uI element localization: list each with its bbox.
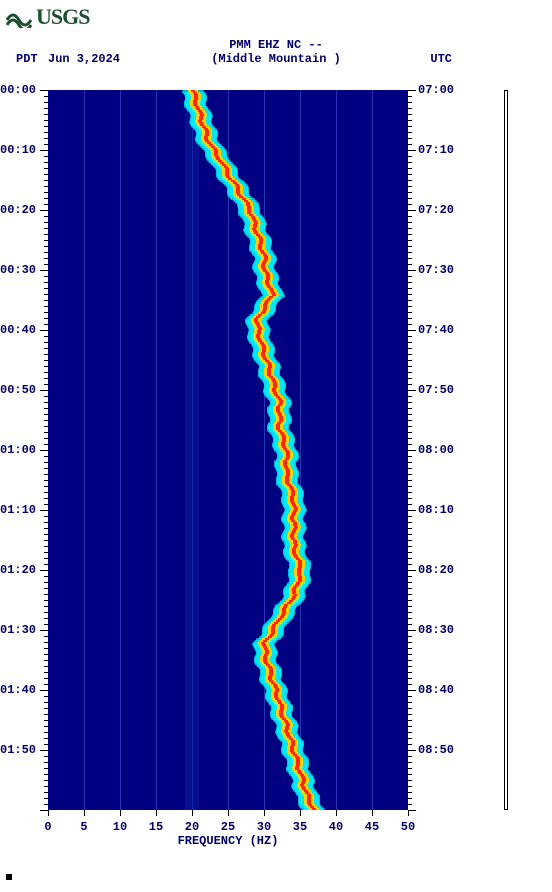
faint-band <box>185 90 199 810</box>
freq-tick-label: 35 <box>293 820 307 834</box>
left-time-axis: 00:0000:1000:2000:3000:4000:5001:0001:10… <box>0 90 48 810</box>
right-time-axis: 07:0007:1007:2007:3007:4007:5008:0008:10… <box>408 90 468 810</box>
left-time-tick-label: 00:30 <box>0 263 36 277</box>
right-time-tick-label: 07:20 <box>418 203 454 217</box>
usgs-logo: USGS <box>6 4 89 30</box>
freq-tick-label: 50 <box>401 820 415 834</box>
left-time-tick-label: 00:20 <box>0 203 36 217</box>
freq-tick-label: 10 <box>113 820 127 834</box>
right-time-tick-label: 08:30 <box>418 623 454 637</box>
left-time-tick-label: 01:00 <box>0 443 36 457</box>
right-time-tick-label: 08:10 <box>418 503 454 517</box>
left-time-tick-label: 01:50 <box>0 743 36 757</box>
freq-tick-label: 40 <box>329 820 343 834</box>
right-time-tick-label: 07:10 <box>418 143 454 157</box>
freq-tick-label: 5 <box>80 820 87 834</box>
freq-tick-label: 0 <box>44 820 51 834</box>
right-time-tick-label: 08:50 <box>418 743 454 757</box>
freq-tick-label: 20 <box>185 820 199 834</box>
freq-tick-label: 15 <box>149 820 163 834</box>
corner-marker <box>6 874 12 880</box>
left-time-tick-label: 00:40 <box>0 323 36 337</box>
right-time-tick-label: 07:30 <box>418 263 454 277</box>
right-time-tick-label: 07:50 <box>418 383 454 397</box>
freq-tick-label: 30 <box>257 820 271 834</box>
left-time-tick-label: 01:40 <box>0 683 36 697</box>
utc-label: UTC <box>430 52 452 66</box>
left-time-tick-label: 01:10 <box>0 503 36 517</box>
right-time-tick-label: 07:40 <box>418 323 454 337</box>
station-title: PMM EHZ NC -- <box>0 38 552 52</box>
left-time-tick-label: 00:10 <box>0 143 36 157</box>
right-time-tick-label: 08:40 <box>418 683 454 697</box>
left-time-tick-label: 00:00 <box>0 83 36 97</box>
left-time-tick-label: 01:20 <box>0 563 36 577</box>
left-time-tick-label: 01:30 <box>0 623 36 637</box>
station-name: (Middle Mountain ) <box>0 52 552 66</box>
usgs-wave-icon <box>6 6 32 28</box>
colorbar-frame <box>504 90 508 810</box>
spectrogram-plot <box>48 90 408 810</box>
left-time-tick-label: 00:50 <box>0 383 36 397</box>
freq-tick-label: 25 <box>221 820 235 834</box>
usgs-logo-text: USGS <box>36 4 89 30</box>
right-time-tick-label: 08:00 <box>418 443 454 457</box>
right-time-tick-label: 07:00 <box>418 83 454 97</box>
right-time-tick-label: 08:20 <box>418 563 454 577</box>
freq-tick-label: 45 <box>365 820 379 834</box>
frequency-axis-label: FREQUENCY (HZ) <box>48 834 408 848</box>
